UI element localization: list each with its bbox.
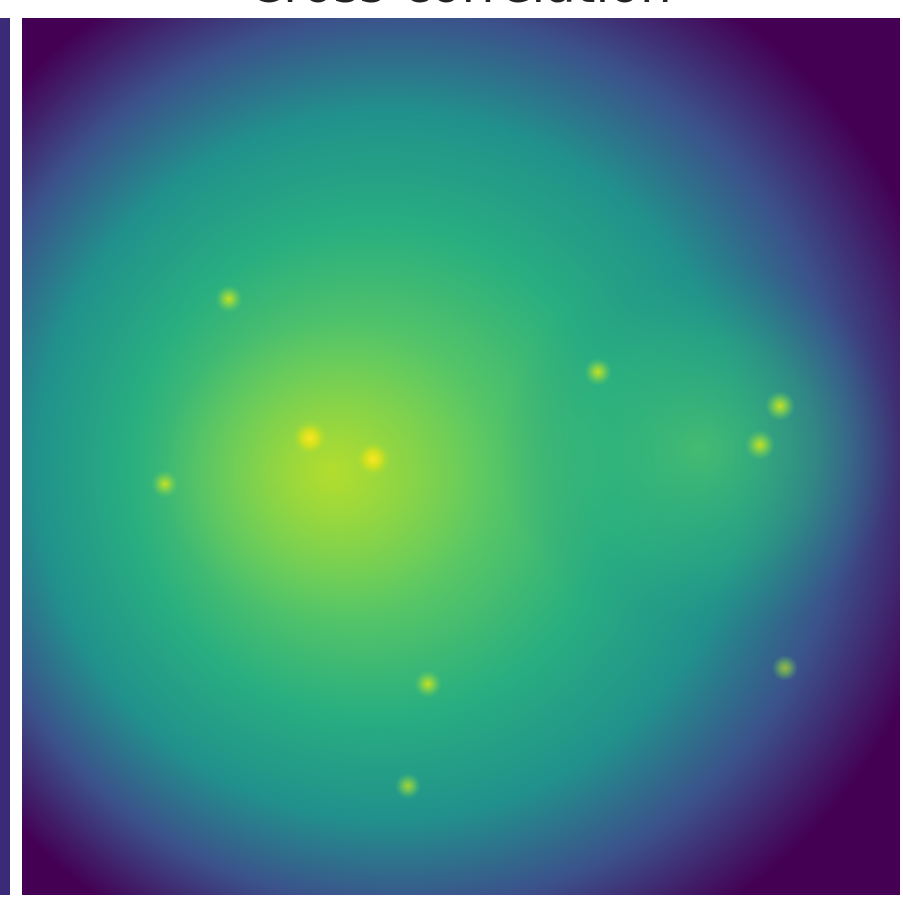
- chart-title: Cross-correlation: [248, 0, 671, 14]
- chart: Cross-correlation: [0, 0, 903, 901]
- peak: [765, 391, 795, 421]
- peak: [745, 430, 775, 460]
- peak: [151, 470, 179, 498]
- peak: [584, 358, 612, 386]
- peak: [292, 420, 328, 456]
- peak: [414, 670, 442, 698]
- heatmap-core: [160, 320, 500, 620]
- heatmap: [22, 18, 900, 895]
- neighbor-panel: [0, 18, 10, 895]
- peak: [215, 285, 243, 313]
- peak: [772, 655, 798, 681]
- heatmap-lobe: [500, 260, 900, 640]
- peak: [395, 773, 421, 799]
- peak: [355, 441, 391, 477]
- page: Cross-correlation (() => { const data = …: [0, 0, 903, 901]
